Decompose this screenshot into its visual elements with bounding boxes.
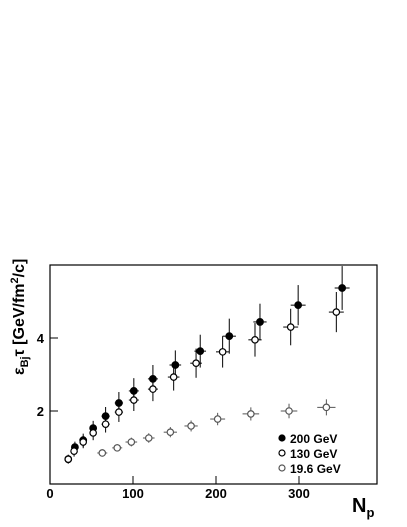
data-point	[89, 429, 97, 437]
legend-label: 19.6 GeV	[290, 462, 341, 476]
data-point	[144, 434, 153, 442]
legend-marker	[278, 464, 286, 472]
y-label-sup: 2	[9, 277, 21, 283]
data-point	[130, 396, 138, 404]
data-point	[251, 336, 259, 344]
y-tick-label: 4	[37, 331, 45, 346]
y-label-tail: /c]	[11, 259, 28, 278]
data-point	[70, 447, 78, 455]
data-point	[285, 407, 293, 415]
x-tick-label: 0	[46, 486, 53, 501]
data-point	[338, 284, 347, 292]
data-point	[213, 415, 222, 423]
data-point	[101, 420, 110, 428]
data-point	[115, 408, 123, 416]
data-point	[127, 438, 136, 446]
plot-frame	[49, 264, 378, 485]
data-point	[286, 323, 295, 331]
y-tick-label: 2	[37, 404, 44, 419]
data-point	[332, 308, 341, 316]
data-point	[256, 318, 264, 326]
data-point	[149, 385, 157, 393]
data-point	[294, 301, 303, 310]
legend-marker	[278, 434, 286, 442]
data-point	[169, 373, 178, 381]
data-point	[79, 438, 87, 446]
legend-label: 130 GeV	[290, 447, 337, 461]
data-point	[196, 347, 205, 356]
data-point	[171, 361, 180, 369]
data-point	[187, 422, 195, 430]
data-point	[218, 348, 227, 356]
data-point	[225, 332, 234, 341]
y-label-symbol: ε	[11, 367, 28, 375]
y-label-sub: Bj	[19, 356, 31, 367]
data-point	[113, 444, 122, 452]
x-label-sub: p	[366, 505, 374, 520]
x-tick-label: 300	[288, 486, 310, 501]
x-axis-label: Np	[352, 495, 374, 520]
x-tick-label: 100	[122, 486, 144, 501]
legend-marker	[278, 449, 286, 457]
data-point	[166, 428, 175, 436]
data-point	[192, 359, 200, 367]
legend-label: 200 GeV	[290, 432, 337, 446]
data-point	[98, 449, 107, 457]
y-label-main: τ [GeV/fm	[11, 283, 28, 356]
data-point	[322, 403, 331, 412]
y-axis-label: εBjτ [GeV/fm2/c]	[9, 259, 31, 375]
data-point	[247, 410, 255, 418]
x-label-main: N	[352, 495, 366, 517]
data-point	[64, 455, 73, 463]
x-tick-label: 200	[205, 486, 227, 501]
